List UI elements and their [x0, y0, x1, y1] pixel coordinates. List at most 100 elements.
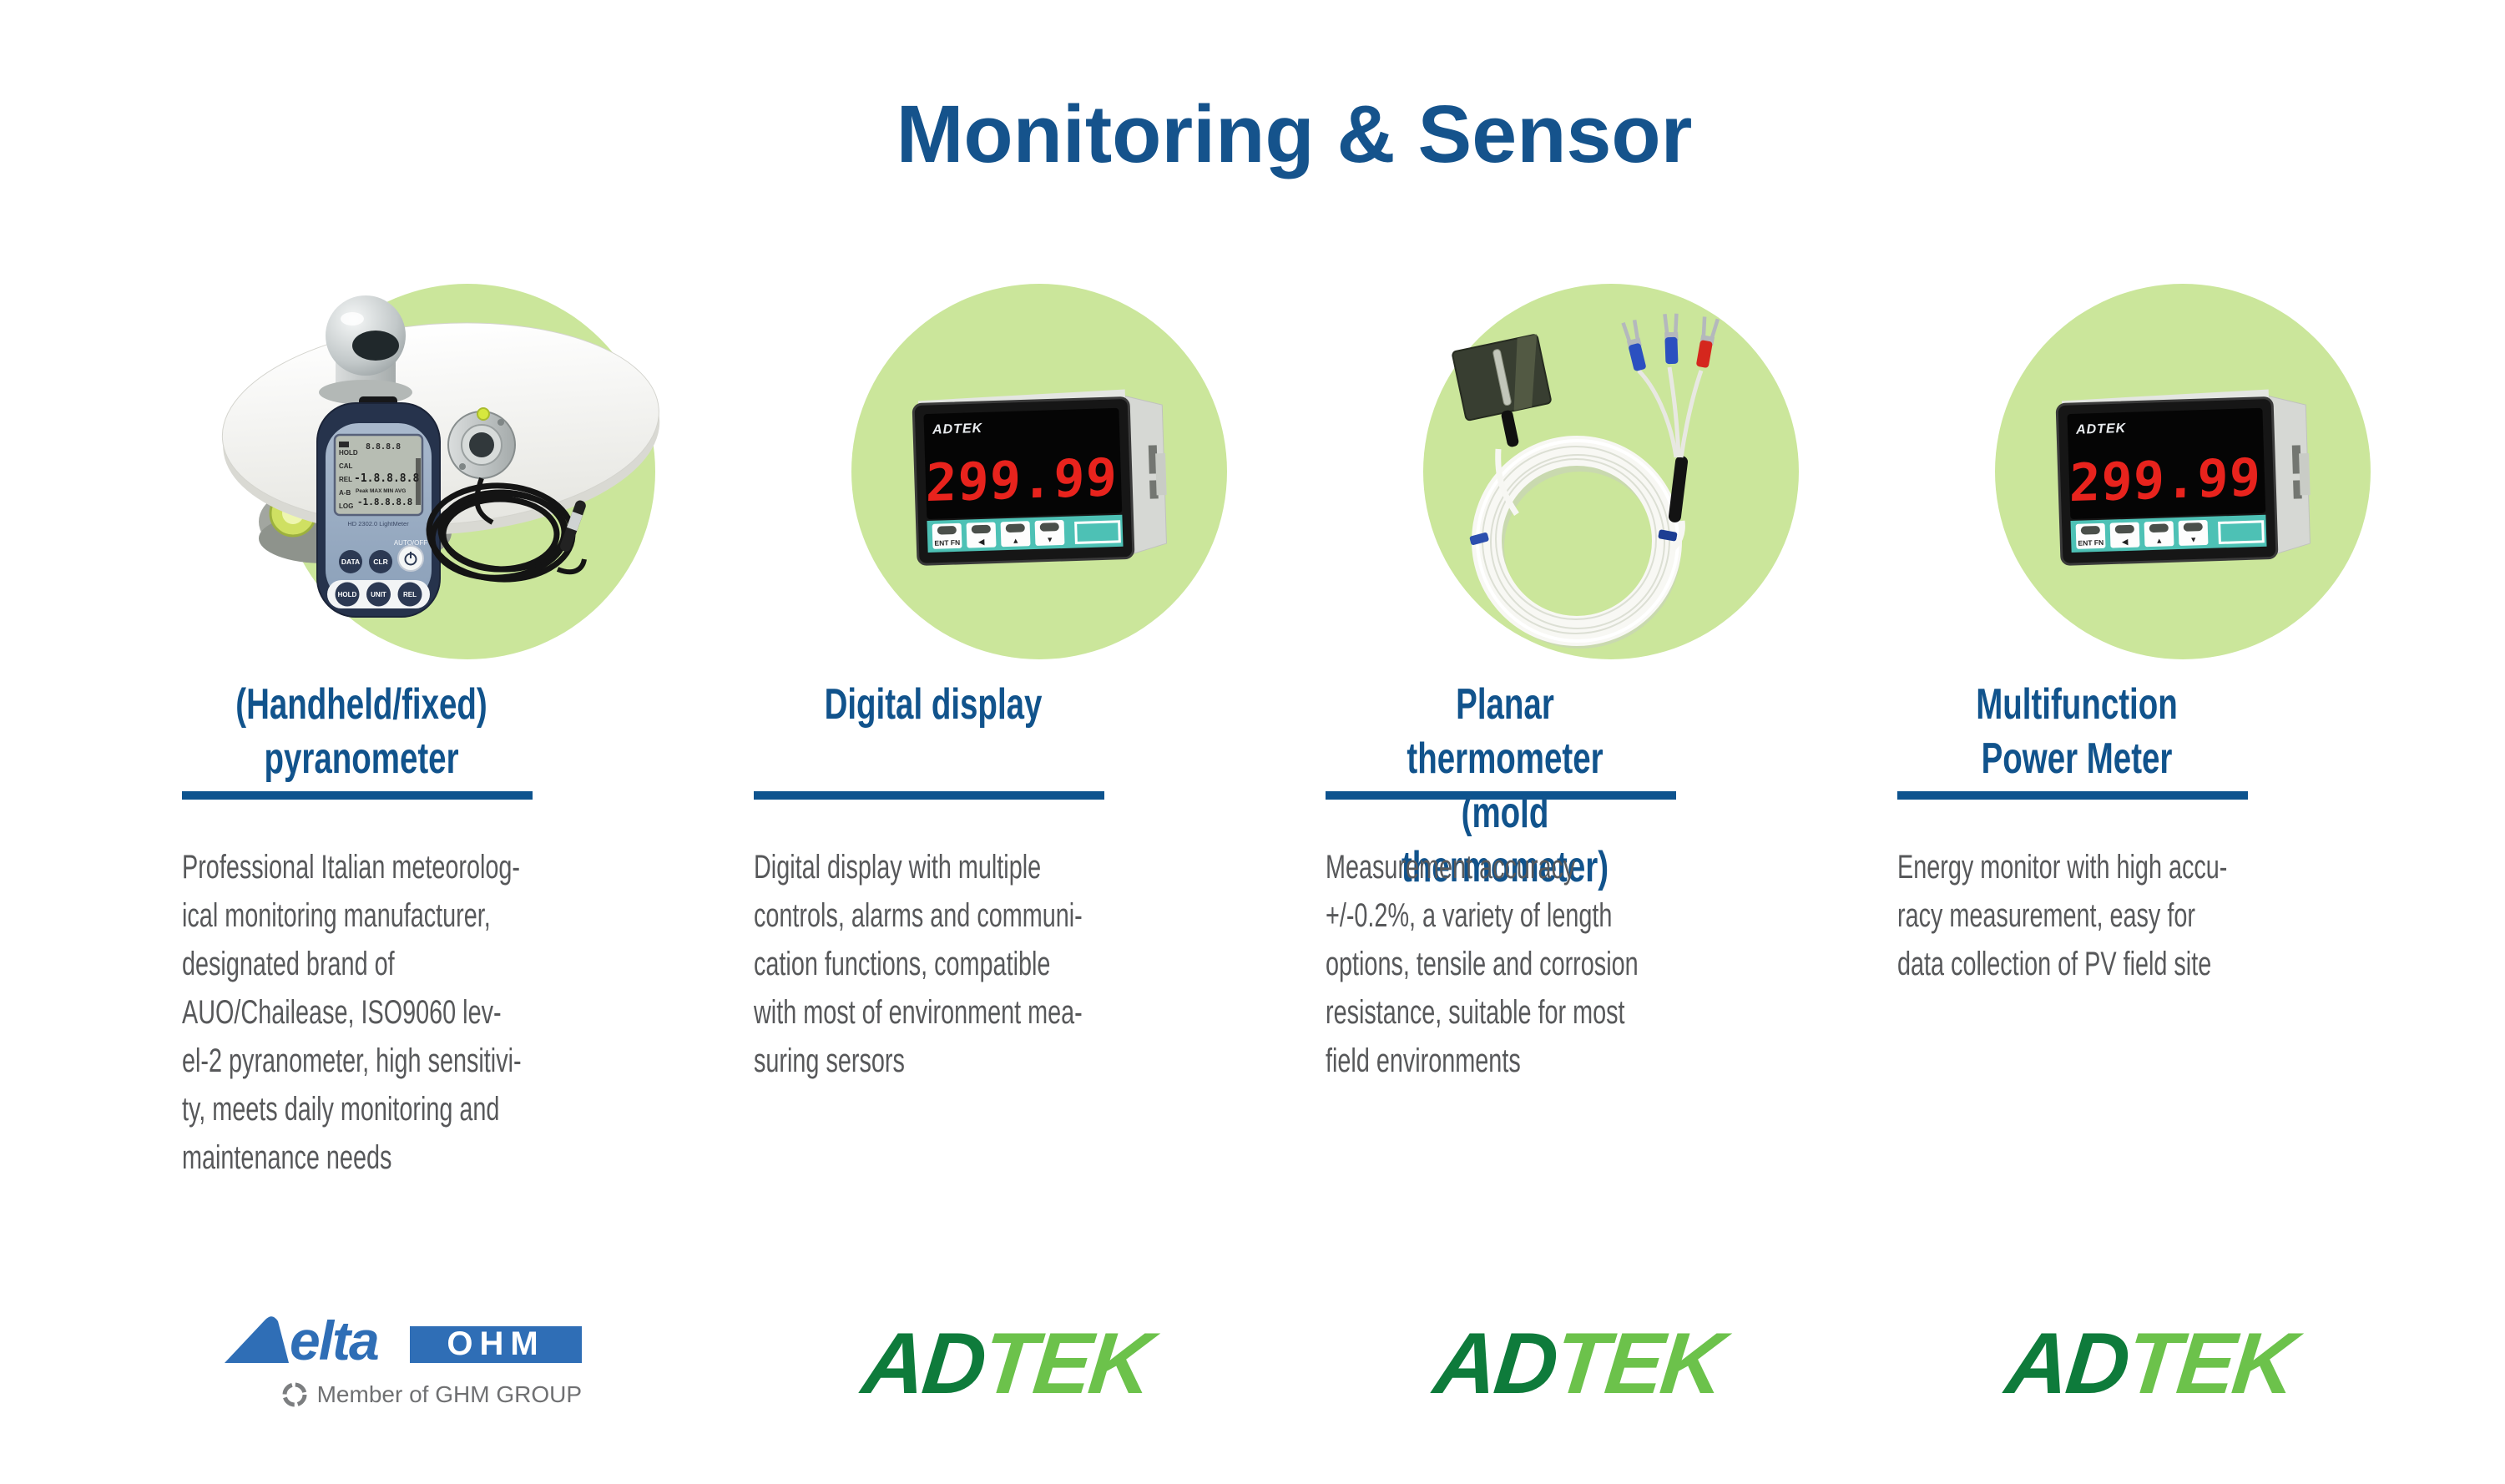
cable-tie: [1469, 532, 1489, 545]
meter-display-window: [2067, 407, 2266, 519]
lcd-label: REL: [339, 476, 352, 483]
svg-text:ENT FN: ENT FN: [2078, 538, 2103, 548]
product-figure: ADTEK 299.99 ENT FN ◀ ▲: [1897, 275, 2469, 668]
meter-brand-label: ADTEK: [932, 421, 983, 437]
lcd-label: LOG: [339, 502, 353, 510]
adtek-logo: ADTEK: [1897, 1315, 2403, 1412]
delta-wordmark-text: elta: [290, 1315, 378, 1366]
hold-button: [335, 582, 360, 607]
product-description: Professional Italian meteorolog- ical mo…: [182, 849, 522, 1176]
panel-meter-product-image: ADTEK 299.99 ENT FN ◀ ▲: [2055, 389, 2311, 566]
model-label: HD 2302.0 LightMeter: [347, 520, 409, 527]
unit-button: [366, 582, 391, 607]
title-divider: [1897, 791, 2248, 800]
adtek-logo: ADTEK: [1326, 1315, 1831, 1412]
clr-button: [369, 550, 392, 573]
lcd-stats-row: Peak MAX MIN AVG: [356, 488, 406, 494]
meter-display-value: 299.99: [925, 447, 1118, 513]
sensor-cable-coil: [426, 477, 587, 583]
lcd-top-row: 8.8.8.8: [366, 442, 401, 452]
planar-thermometer-product-image: [1452, 313, 1720, 649]
lcd-sub-value: -1.8.8.8.8: [357, 497, 412, 507]
white-cable-coil: [1469, 436, 1682, 649]
adtek-wordmark-dark: AD: [1430, 1315, 1561, 1412]
product-description: Energy monitor with high accu- racy meas…: [1897, 849, 2228, 982]
ohm-wordmark-text: OHM: [447, 1325, 544, 1362]
lcd-main-value: -1.8.8.8.8: [354, 472, 419, 485]
product-column-pyranometer: 8.8.8.8 HOLD CAL REL A-B LOG -1.8.8.8.8 …: [182, 275, 754, 1484]
sensor-plate: [1452, 334, 1552, 447]
adtek-wordmark-dark: AD: [858, 1315, 989, 1412]
ohm-box: [410, 1326, 582, 1363]
deltaohm-logo: elta OHM Member of GHM GROUP: [220, 1310, 582, 1409]
cable-connector: [560, 500, 586, 552]
svg-text:◀: ◀: [977, 538, 985, 546]
adtek-wordmark-light: TEK: [2122, 1315, 2299, 1412]
title-divider: [182, 791, 533, 800]
meter-label-window: [2218, 520, 2265, 545]
lcd-label: CAL: [339, 462, 353, 470]
product-title: Multifunction Power Meter: [1976, 680, 2178, 783]
adtek-wordmark-dark: AD: [2002, 1315, 2133, 1412]
adtek-wordmark: ADTEK: [1430, 1315, 1726, 1412]
meter-brand-label: ADTEK: [2075, 421, 2127, 437]
meter-display-window: [923, 407, 1123, 519]
meter-label-window: [1074, 520, 1121, 545]
ghm-tagline-text: Member of GHM GROUP: [316, 1381, 582, 1407]
product-title: (Handheld/fixed) pyranometer: [235, 680, 487, 783]
lcd-screen: [333, 433, 424, 517]
svg-text:DATA: DATA: [341, 558, 360, 566]
svg-text:▼: ▼: [2189, 535, 2197, 543]
product-column-digital-display: ADTEK 299.99 ENT FN ◀ ▲: [754, 275, 1326, 1484]
product-title: Digital display: [824, 680, 1043, 729]
svg-text:▼: ▼: [1046, 535, 1053, 543]
meter-display-value: 299.99: [2068, 447, 2261, 513]
plate-ferrule: [1501, 410, 1519, 447]
fork-terminal-blue: [1621, 320, 1646, 371]
fork-terminal-blue: [1663, 313, 1679, 365]
product-title: Planar thermometer (mold thermometer): [1401, 680, 1609, 891]
svg-text:▲: ▲: [2155, 537, 2163, 545]
product-description: Measurement accuracy +/-0.2%, a variety …: [1326, 849, 1639, 1079]
rel-button: [397, 582, 422, 607]
product-column-power-meter: ADTEK 299.99 ENT FN ◀ ▲: [1897, 275, 2469, 1484]
pyranometer-product-image: 8.8.8.8 HOLD CAL REL A-B LOG -1.8.8.8.8 …: [221, 295, 660, 618]
delta-triangle-icon: [225, 1316, 289, 1363]
lcd-label: HOLD: [339, 449, 358, 457]
ghm-tagline: Member of GHM GROUP: [220, 1381, 582, 1409]
svg-text:◀: ◀: [2121, 538, 2129, 546]
deltaohm-wordmark: elta OHM: [225, 1310, 582, 1371]
svg-text:ENT FN: ENT FN: [934, 538, 960, 548]
product-column-planar-thermometer: Planar thermometer (mold thermometer) Me…: [1326, 275, 1897, 1484]
page-title: Monitoring & Sensor: [896, 88, 1693, 179]
adtek-wordmark: ADTEK: [2002, 1315, 2298, 1412]
adtek-wordmark: ADTEK: [858, 1315, 1154, 1412]
battery-icon: [339, 442, 349, 447]
title-divider: [1326, 791, 1676, 800]
product-figure: [1326, 275, 1897, 668]
adtek-wordmark-light: TEK: [978, 1315, 1155, 1412]
ghm-ring-icon: [282, 1382, 307, 1407]
light-sensor: [447, 407, 516, 479]
product-figure: ADTEK 299.99 ENT FN ◀ ▲: [754, 275, 1326, 668]
cable-tie: [1658, 529, 1678, 542]
svg-text:UNIT: UNIT: [371, 591, 386, 598]
title-divider: [754, 791, 1104, 800]
product-grid: 8.8.8.8 HOLD CAL REL A-B LOG -1.8.8.8.8 …: [182, 275, 2469, 1484]
adtek-wordmark-light: TEK: [1550, 1315, 1727, 1412]
data-button: [339, 550, 362, 573]
product-figure: 8.8.8.8 HOLD CAL REL A-B LOG -1.8.8.8.8 …: [182, 275, 754, 668]
auto-off-label: AUTO/OFF: [394, 539, 427, 547]
product-description: Digital display with multiple controls, …: [754, 849, 1083, 1079]
svg-text:REL: REL: [403, 591, 417, 598]
lcd-label: A-B: [339, 489, 351, 497]
handheld-meter: 8.8.8.8 HOLD CAL REL A-B LOG -1.8.8.8.8 …: [316, 396, 441, 618]
cable-sheath: [1668, 456, 1689, 522]
panel-meter-product-image: ADTEK 299.99 ENT FN ◀ ▲: [912, 389, 1167, 566]
svg-text:▲: ▲: [1012, 537, 1019, 545]
svg-text:CLR: CLR: [373, 558, 387, 566]
adtek-logo: ADTEK: [754, 1315, 1260, 1412]
svg-text:HOLD: HOLD: [338, 591, 357, 598]
fork-terminal-red: [1696, 316, 1720, 368]
